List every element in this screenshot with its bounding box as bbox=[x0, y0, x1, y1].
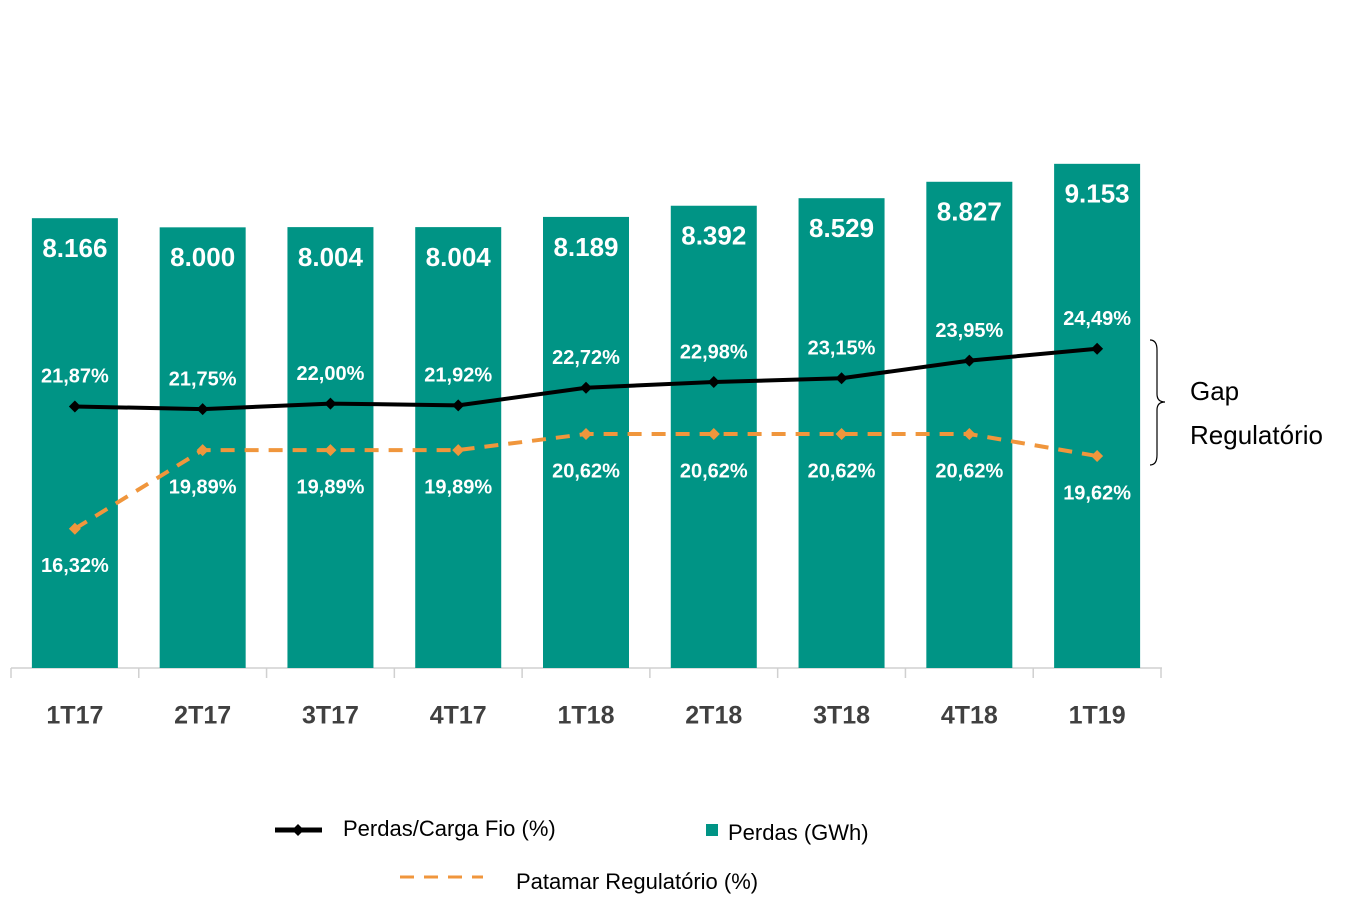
legend-label: Perdas (GWh) bbox=[728, 820, 869, 845]
point-label: 23,95% bbox=[935, 320, 1003, 342]
bar bbox=[1054, 163, 1141, 668]
point-marker bbox=[1091, 450, 1104, 463]
point-label: 16,32% bbox=[41, 555, 109, 577]
point-label: 20,62% bbox=[680, 460, 748, 482]
point-label: 19,89% bbox=[297, 476, 365, 498]
bar-label: 8.189 bbox=[553, 232, 618, 262]
annotation: Regulatório bbox=[1190, 420, 1323, 450]
point-label: 20,62% bbox=[552, 460, 620, 482]
point-marker bbox=[963, 428, 976, 441]
legend-marker bbox=[292, 824, 304, 836]
legend-label: Patamar Regulatório (%) bbox=[516, 869, 758, 894]
point-label: 22,98% bbox=[680, 341, 748, 363]
point-marker bbox=[324, 444, 337, 457]
point-marker bbox=[324, 397, 337, 410]
point-marker bbox=[68, 522, 81, 535]
point-marker bbox=[452, 444, 465, 457]
point-label: 22,00% bbox=[297, 363, 365, 385]
point-label: 19,89% bbox=[424, 476, 492, 498]
legend-swatch bbox=[706, 824, 718, 836]
point-label: 20,62% bbox=[808, 460, 876, 482]
x-tick-label: 2T18 bbox=[685, 702, 742, 730]
point-marker bbox=[835, 428, 848, 441]
point-marker bbox=[580, 428, 592, 441]
x-tick-label: 4T18 bbox=[941, 702, 998, 730]
point-marker bbox=[452, 399, 465, 412]
bar-label: 8.166 bbox=[42, 233, 107, 263]
point-marker bbox=[196, 444, 209, 457]
point-label: 21,87% bbox=[41, 366, 109, 388]
x-tick-label: 1T18 bbox=[558, 702, 615, 730]
bar bbox=[31, 218, 118, 668]
bar-label: 8.392 bbox=[681, 221, 746, 251]
bar-label: 9.153 bbox=[1065, 179, 1130, 209]
x-tick-label: 3T18 bbox=[813, 702, 870, 730]
bar bbox=[926, 181, 1013, 668]
point-marker bbox=[707, 428, 720, 441]
point-label: 21,92% bbox=[424, 365, 492, 387]
point-label: 19,62% bbox=[1063, 482, 1131, 504]
bar-label: 8.004 bbox=[298, 242, 364, 272]
bar-label: 8.004 bbox=[426, 242, 492, 272]
x-tick-label: 4T17 bbox=[430, 702, 487, 730]
x-tick-label: 3T17 bbox=[302, 702, 359, 730]
point-marker bbox=[68, 400, 81, 413]
point-marker bbox=[196, 403, 209, 416]
gap-bracket bbox=[1149, 339, 1166, 466]
point-label: 19,89% bbox=[169, 476, 237, 498]
point-label: 24,49% bbox=[1063, 308, 1131, 330]
point-label: 21,75% bbox=[169, 368, 237, 390]
point-marker bbox=[835, 372, 848, 385]
x-tick-label: 1T19 bbox=[1069, 702, 1126, 730]
point-marker bbox=[707, 376, 720, 389]
bar-label: 8.529 bbox=[809, 213, 874, 243]
x-tick-label: 2T17 bbox=[174, 702, 231, 730]
x-tick-label: 1T17 bbox=[46, 702, 103, 730]
bar-label: 8.827 bbox=[937, 197, 1002, 227]
point-marker bbox=[580, 381, 592, 394]
bar bbox=[543, 216, 629, 668]
annotation: Gap bbox=[1190, 376, 1239, 406]
point-marker bbox=[1091, 342, 1104, 355]
legend-label: Perdas/Carga Fio (%) bbox=[343, 816, 556, 841]
point-label: 22,72% bbox=[552, 347, 620, 369]
point-marker bbox=[963, 354, 976, 367]
bar-label: 8.000 bbox=[170, 242, 235, 272]
point-label: 20,62% bbox=[935, 460, 1003, 482]
point-label: 23,15% bbox=[808, 338, 876, 360]
